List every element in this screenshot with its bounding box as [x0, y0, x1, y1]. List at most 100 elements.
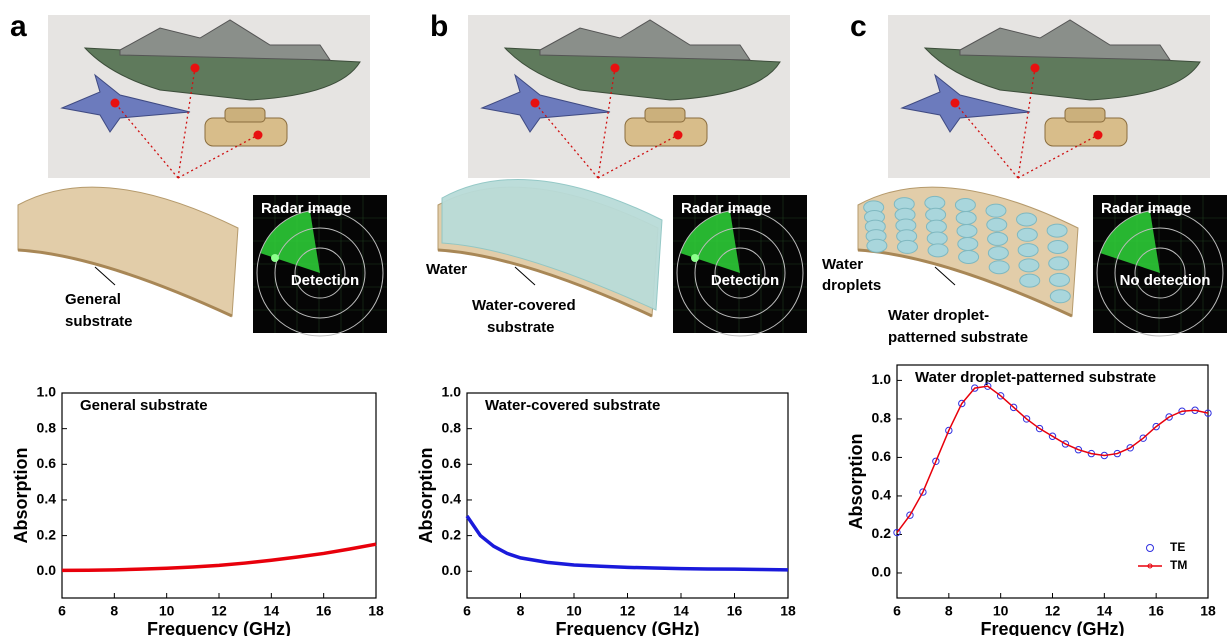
water-droplet [956, 224, 978, 238]
radar-path [1017, 134, 1099, 179]
radar-blip [691, 254, 699, 262]
radar-ring [676, 209, 804, 337]
plot-frame [61, 392, 377, 599]
data-point [1048, 432, 1057, 440]
x-axis-label: Frequency (GHz) [555, 619, 699, 636]
water-droplet [987, 231, 1009, 246]
water-droplet [1048, 256, 1070, 271]
x-tick-label: 14 [1097, 603, 1113, 619]
legend-marker [1146, 544, 1154, 552]
x-tick-label: 10 [566, 603, 582, 619]
y-axis-label: Absorption [846, 434, 866, 530]
chart-title: Water droplet-patterned substrate [915, 369, 1156, 386]
water-droplet [1047, 239, 1069, 254]
radar-path [597, 134, 679, 179]
tank-turret [644, 107, 686, 123]
ship-superstructure [539, 19, 751, 61]
x-tick-label: 10 [159, 603, 175, 619]
x-tick-label: 14 [264, 603, 280, 619]
water-droplet [927, 243, 949, 258]
x-tick-label: 6 [893, 603, 901, 619]
substrate-label: substrate [487, 319, 555, 336]
x-tick-label: 12 [620, 603, 636, 619]
x-tick-label: 6 [58, 603, 66, 619]
x-tick-label: 8 [517, 603, 525, 619]
substrate [17, 186, 239, 317]
jet [60, 73, 191, 133]
data-point [906, 511, 914, 519]
data-point [1126, 444, 1134, 452]
y-tick-label: 0.8 [442, 419, 462, 435]
y-tick-label: 1.0 [37, 384, 57, 400]
x-tick-label: 12 [1045, 603, 1061, 619]
water-label: droplets [822, 277, 881, 294]
radar-ring [1134, 247, 1186, 299]
x-tick-label: 14 [673, 603, 689, 619]
water-layer [441, 179, 663, 311]
radar-ring [294, 247, 346, 299]
data-point [1035, 424, 1044, 433]
data-line [61, 542, 377, 573]
data-point [1022, 415, 1031, 423]
y-tick-label: 0.0 [37, 562, 57, 578]
chart-title: Water-covered substrate [485, 397, 660, 414]
water-droplet [1017, 243, 1039, 258]
data-point [1152, 422, 1160, 431]
target-dot [190, 63, 200, 73]
jet [480, 73, 611, 133]
data-point [958, 399, 966, 408]
y-tick-label: 0.4 [872, 487, 892, 503]
target-dot [253, 130, 263, 140]
ship-superstructure [959, 19, 1171, 61]
jet [900, 73, 1031, 133]
y-tick-label: 0.8 [872, 410, 892, 426]
data-point [1074, 446, 1083, 454]
y-tick-label: 0.6 [37, 455, 57, 471]
radar-ring [694, 227, 786, 319]
radar-path [177, 134, 259, 179]
data-point [996, 392, 1005, 400]
radar-result: Detection [711, 272, 779, 289]
x-axis-label: Frequency (GHz) [980, 619, 1124, 636]
radar-result: No detection [1120, 272, 1211, 289]
x-tick-label: 8 [945, 603, 953, 619]
panel-label: c [850, 10, 867, 43]
radar-title: Radar image [1101, 200, 1191, 217]
y-tick-label: 0.6 [872, 448, 892, 464]
water-droplet [1016, 212, 1038, 227]
data-point [893, 528, 901, 537]
water-label: Water [426, 261, 467, 278]
water-droplet [957, 237, 979, 251]
radar-path [954, 102, 1019, 179]
radar-path [1017, 67, 1036, 179]
target-dot [1030, 63, 1040, 73]
water-droplet [985, 203, 1007, 218]
y-tick-label: 0.2 [872, 525, 892, 541]
water-droplet [988, 260, 1010, 275]
water-droplet [955, 211, 977, 225]
x-tick-label: 18 [368, 603, 384, 619]
target-dot [530, 98, 540, 108]
substrate-label: Water-covered [472, 297, 576, 314]
legend-label: TM [1170, 558, 1187, 572]
substrate-label: General [65, 291, 121, 308]
target-dot [1093, 130, 1103, 140]
water-droplet [1046, 223, 1068, 238]
substrate-edge [437, 248, 653, 318]
x-tick-label: 10 [993, 603, 1009, 619]
data-point [1165, 413, 1173, 421]
data-point [1139, 434, 1147, 442]
tank-turret [224, 107, 266, 123]
pointer-arrow [934, 266, 956, 286]
water-label: Water [822, 256, 863, 273]
data-point [932, 457, 940, 465]
target-dot [673, 130, 683, 140]
radar-sweep [1100, 211, 1160, 273]
y-tick-label: 0.0 [442, 562, 462, 578]
water-droplet [1049, 289, 1071, 304]
target-dot [950, 98, 960, 108]
target-dot [110, 98, 120, 108]
water-droplet [1049, 272, 1071, 287]
x-tick-label: 18 [1200, 603, 1216, 619]
